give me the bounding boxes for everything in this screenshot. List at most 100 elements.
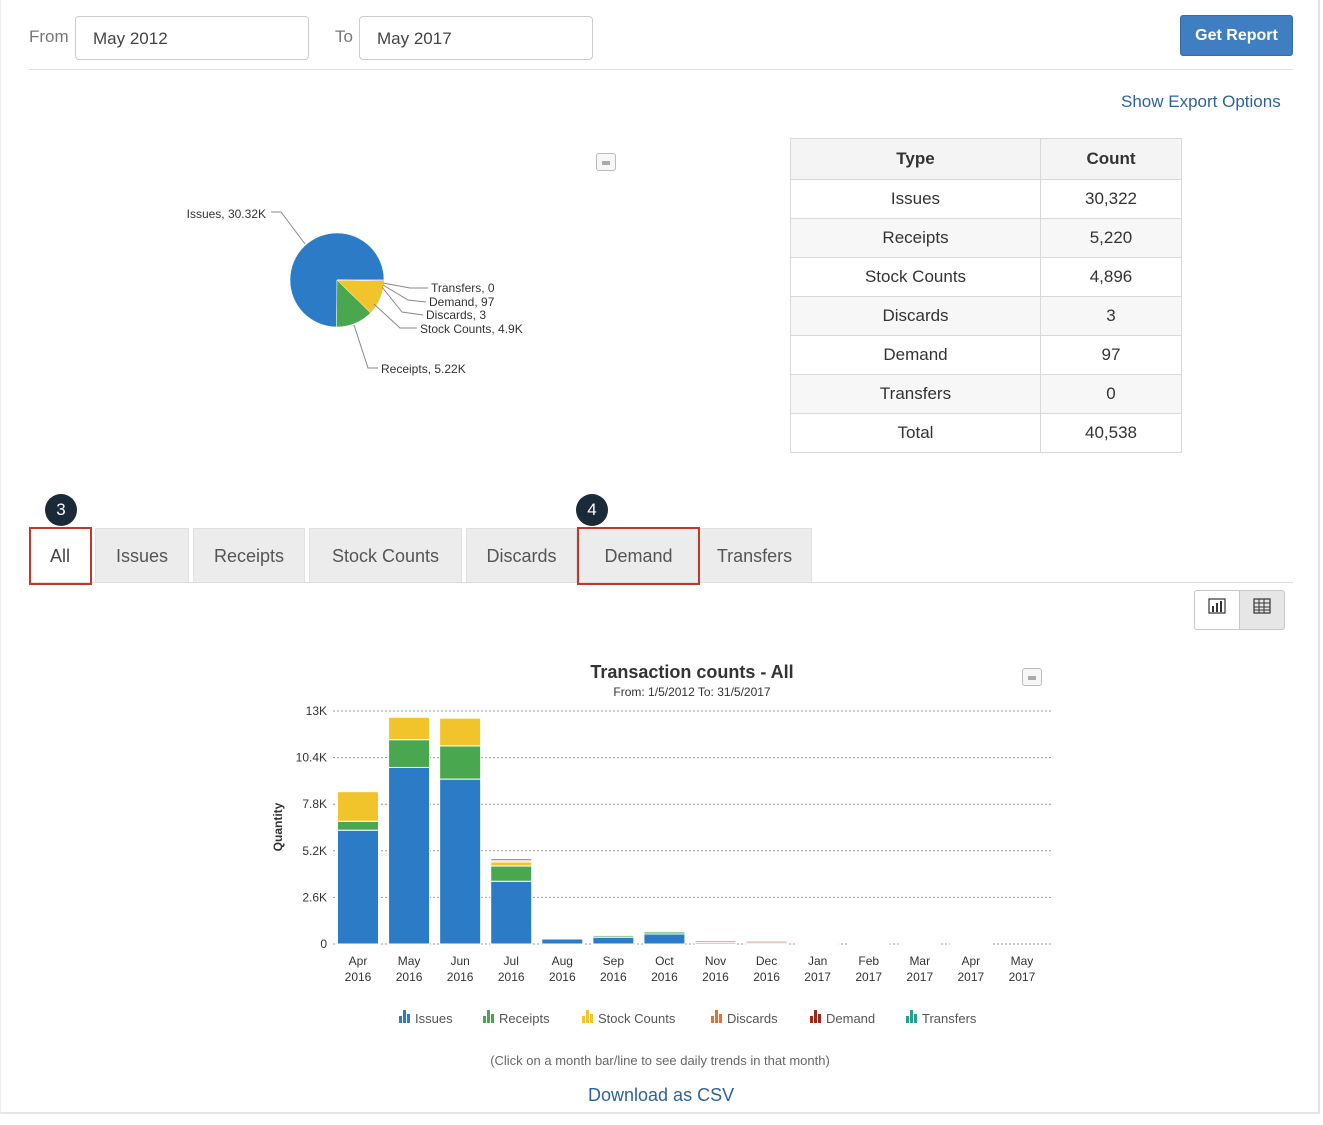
legend-swatch: [491, 1014, 494, 1023]
pie-menu-icon[interactable]: [596, 153, 616, 171]
pie-connector-demand: [382, 284, 427, 303]
tab-issues[interactable]: Issues: [95, 528, 189, 582]
bar-chart-menu-icon[interactable]: [1022, 668, 1042, 686]
bar-segment-issues[interactable]: [337, 829, 379, 945]
table-icon: [1253, 598, 1271, 614]
table-row: Discards 3: [790, 296, 1182, 336]
type-cell: Receipts: [790, 218, 1041, 258]
bar-segment-receipts[interactable]: [337, 820, 379, 831]
bar-segment-issues[interactable]: [388, 766, 431, 945]
bar-segment-demand[interactable]: [643, 929, 686, 932]
show-export-options-link[interactable]: Show Export Options: [1121, 92, 1281, 111]
x-tick-label: Sep: [603, 954, 625, 968]
legend-swatch: [810, 1016, 813, 1023]
legend-item[interactable]: Demand: [826, 1011, 875, 1026]
type-cell: Total: [790, 413, 1041, 453]
bar-segment-stock-counts[interactable]: [337, 791, 379, 822]
bar-segment-issues[interactable]: [490, 880, 533, 945]
pie-label-receipts: Receipts, 5.22K: [381, 362, 466, 376]
type-cell: Transfers: [790, 374, 1041, 414]
y-tick-label: 10.4K: [296, 751, 327, 765]
legend-swatch: [399, 1016, 402, 1023]
tab-transfers[interactable]: Transfers: [697, 528, 812, 582]
x-tick-label: Feb: [858, 954, 879, 968]
bar-segment-receipts[interactable]: [388, 739, 431, 768]
legend-swatch: [487, 1010, 490, 1023]
count-cell: 0: [1040, 374, 1182, 414]
legend-item[interactable]: Stock Counts: [598, 1011, 676, 1026]
legend-item[interactable]: Issues: [415, 1011, 453, 1026]
from-date-input[interactable]: May 2012: [75, 16, 309, 60]
chart-view-toggle[interactable]: [1194, 590, 1240, 630]
download-csv-link[interactable]: Download as CSV: [588, 1085, 735, 1105]
summary-table: Type Count Issues 30,322 Receipts 5,220 St…: [790, 138, 1182, 453]
x-tick-label: 2016: [498, 970, 525, 984]
get-report-button[interactable]: Get Report: [1180, 15, 1293, 56]
bar-segment-demand[interactable]: [490, 858, 533, 862]
x-tick-label: 2016: [345, 970, 372, 984]
legend-swatch: [818, 1014, 821, 1023]
bar-segment-stock-counts[interactable]: [388, 716, 431, 741]
tab-receipts[interactable]: Receipts: [193, 528, 305, 582]
bar-segment-issues[interactable]: [439, 778, 482, 945]
to-date-input[interactable]: May 2017: [359, 16, 593, 60]
legend-swatch: [914, 1014, 917, 1023]
bar-chart-title: Transaction counts - All: [590, 662, 793, 682]
legend-swatch: [403, 1010, 406, 1023]
x-tick-label: 2017: [906, 970, 933, 984]
tabs-divider: [29, 582, 1293, 583]
legend-item[interactable]: Transfers: [922, 1011, 977, 1026]
bar-segment-discards[interactable]: [592, 934, 635, 937]
pie-connector-discards: [381, 286, 424, 316]
bar-segment-demand[interactable]: [949, 942, 992, 944]
chart-hint: (Click on a month bar/line to see daily …: [490, 1053, 830, 1068]
y-tick-label: 13K: [306, 704, 327, 718]
legend-item[interactable]: Discards: [727, 1011, 778, 1026]
legend-swatch: [582, 1016, 585, 1023]
x-tick-label: 2016: [600, 970, 627, 984]
x-tick-label: 2016: [447, 970, 474, 984]
bar-segment-receipts[interactable]: [439, 745, 482, 780]
bar-segment-demand[interactable]: [694, 940, 737, 944]
type-column-header: Type: [790, 138, 1041, 180]
x-tick-label: Apr: [349, 954, 368, 968]
legend-swatch: [715, 1010, 718, 1023]
bar-segment-issues[interactable]: [643, 933, 686, 945]
x-tick-label: Jan: [808, 954, 827, 968]
type-cell: Issues: [790, 179, 1041, 219]
table-row: Issues 30,322: [790, 179, 1182, 219]
x-tick-label: Jul: [504, 954, 519, 968]
tab-demand[interactable]: Demand: [579, 528, 698, 582]
legend-swatch: [910, 1010, 913, 1023]
x-tick-label: Oct: [655, 954, 674, 968]
legend-swatch: [711, 1016, 714, 1023]
bar-segment-receipts[interactable]: [490, 865, 533, 882]
pie-slice-demand[interactable]: [336, 279, 385, 281]
table-view-toggle[interactable]: [1239, 590, 1285, 630]
tab-discards[interactable]: Discards: [466, 528, 577, 582]
table-row: Total 40,538: [790, 413, 1182, 453]
tab-all[interactable]: All: [29, 528, 91, 582]
callout-badge-3: 3: [45, 494, 77, 526]
bar-segment-stock-counts[interactable]: [490, 861, 533, 867]
bar-segment-stock-counts[interactable]: [439, 717, 482, 747]
x-tick-label: 2017: [804, 970, 831, 984]
pie-connector-issues: [271, 211, 306, 245]
bar-segment-issues[interactable]: [541, 938, 584, 945]
table-row: Receipts 5,220: [790, 218, 1182, 258]
pie-label-demand: Demand, 97: [429, 295, 495, 309]
legend-swatch: [407, 1014, 410, 1023]
legend-swatch: [814, 1010, 817, 1023]
pie-label-transfers: Transfers, 0: [431, 281, 495, 295]
tab-stock-counts[interactable]: Stock Counts: [309, 528, 462, 582]
bar-segment-discards[interactable]: [541, 936, 584, 939]
bar-segment-issues[interactable]: [592, 936, 635, 945]
legend-item[interactable]: Receipts: [499, 1011, 550, 1026]
x-tick-label: 2016: [651, 970, 678, 984]
pie-connector-transfers: [382, 282, 428, 289]
y-tick-label: 0: [320, 937, 327, 951]
chart-icon: [1208, 598, 1226, 614]
pie-connector-receipts: [353, 324, 378, 369]
bar-segment-demand[interactable]: [745, 940, 788, 944]
